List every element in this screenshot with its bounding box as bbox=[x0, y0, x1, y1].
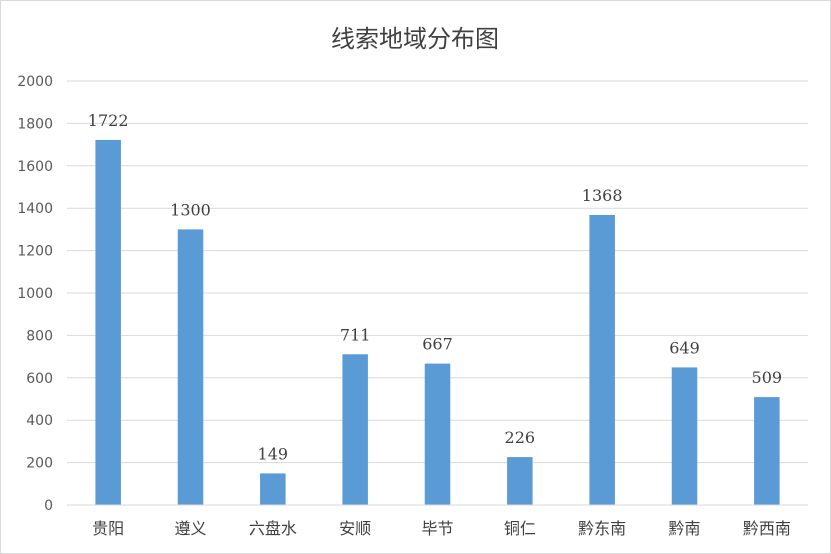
bar bbox=[260, 473, 286, 505]
data-label: 1300 bbox=[170, 200, 211, 219]
x-tick-label: 六盘水 bbox=[249, 519, 297, 538]
bar bbox=[754, 397, 780, 505]
y-tick-label: 2000 bbox=[17, 74, 53, 90]
data-label: 667 bbox=[422, 335, 453, 354]
x-tick-label: 安顺 bbox=[339, 519, 371, 538]
data-label: 711 bbox=[340, 325, 371, 344]
bar bbox=[95, 139, 121, 505]
x-tick-label: 毕节 bbox=[421, 519, 453, 538]
bars bbox=[95, 139, 780, 505]
y-tick-label: 0 bbox=[44, 498, 53, 514]
y-tick-label: 1400 bbox=[17, 201, 53, 217]
y-tick-label: 600 bbox=[26, 371, 53, 387]
data-label: 1368 bbox=[582, 186, 623, 205]
y-tick-label: 1800 bbox=[17, 116, 53, 132]
y-tick-label: 400 bbox=[26, 413, 53, 429]
data-labels: 1722 1300 149 711 667 226 1368 649 509 bbox=[88, 111, 782, 463]
y-tick-label: 1000 bbox=[17, 286, 53, 302]
y-axis-ticks: 0 200 400 600 800 1000 1200 1400 1600 1800 2000 bbox=[17, 74, 53, 514]
bar bbox=[507, 457, 533, 505]
y-tick-label: 800 bbox=[26, 328, 53, 344]
y-tick-label: 1200 bbox=[17, 244, 53, 260]
x-axis-ticks: 贵阳 遵义 六盘水 安顺 毕节 铜仁 黔东南 黔南 黔西南 bbox=[92, 519, 791, 538]
bar bbox=[589, 214, 615, 505]
bar bbox=[671, 367, 698, 505]
x-tick-label: 黔东南 bbox=[578, 519, 626, 538]
data-label: 149 bbox=[258, 444, 289, 463]
x-tick-label: 贵阳 bbox=[92, 519, 124, 538]
data-label: 226 bbox=[505, 428, 536, 447]
bar bbox=[342, 354, 368, 505]
data-label: 649 bbox=[669, 338, 700, 357]
x-tick-label: 遵义 bbox=[174, 519, 206, 538]
y-tick-label: 200 bbox=[26, 456, 53, 472]
data-label: 509 bbox=[752, 368, 783, 387]
x-tick-label: 铜仁 bbox=[504, 519, 536, 538]
bar bbox=[177, 229, 204, 505]
bar bbox=[424, 363, 451, 505]
chart-title: 线索地域分布图 bbox=[331, 25, 499, 53]
x-tick-label: 黔南 bbox=[668, 519, 700, 538]
y-tick-label: 1600 bbox=[17, 159, 53, 175]
x-tick-label: 黔西南 bbox=[743, 519, 791, 538]
data-label: 1722 bbox=[88, 111, 129, 130]
